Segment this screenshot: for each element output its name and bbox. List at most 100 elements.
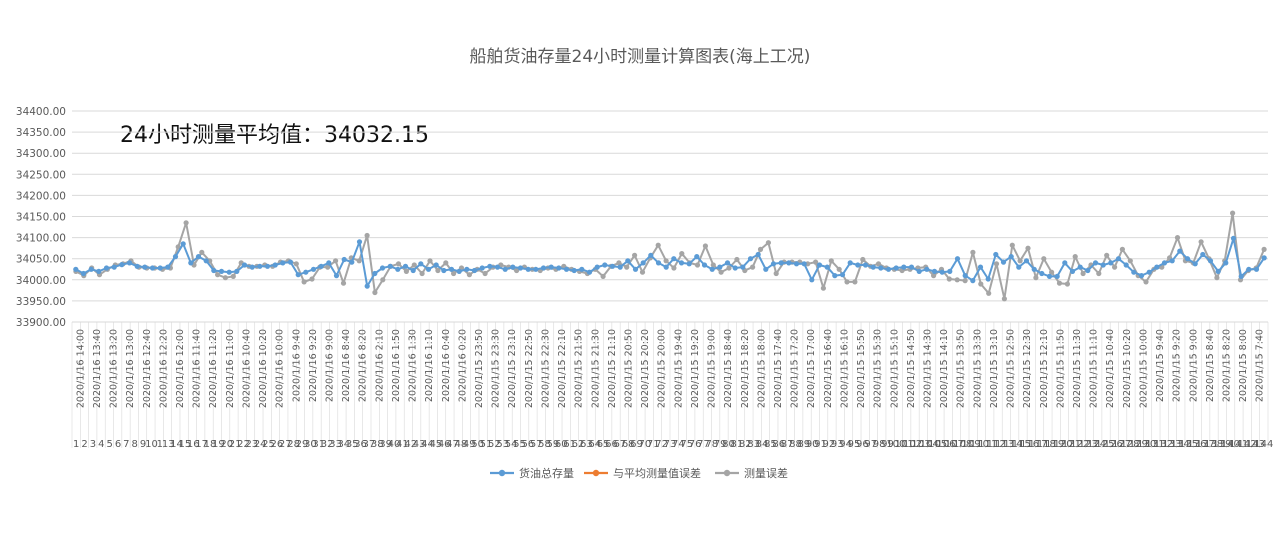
x-index-label: 80 — [722, 439, 735, 450]
data-point — [1223, 260, 1229, 266]
data-point — [679, 251, 685, 257]
data-point — [740, 264, 746, 270]
x-time-label: 2020/1/15 11:50 — [1055, 329, 1066, 408]
data-point — [183, 220, 189, 226]
x-time-label: 2020/1/15 16:40 — [823, 329, 834, 408]
x-index-label: 138 — [1204, 439, 1223, 450]
data-point — [180, 241, 186, 247]
x-index-label: 77 — [697, 439, 710, 450]
data-point — [1169, 258, 1175, 264]
data-point — [364, 232, 370, 239]
x-time-label: 2020/1/15 15:10 — [889, 329, 900, 408]
x-index-label: 110 — [970, 439, 989, 450]
x-index-label: 15 — [179, 439, 192, 450]
data-point — [257, 263, 263, 269]
data-point — [441, 267, 447, 274]
data-point — [1031, 266, 1037, 272]
data-point — [563, 266, 570, 272]
x-index-label: 88 — [789, 439, 802, 450]
x-time-label: 2020/1/15 20:20 — [640, 329, 651, 408]
data-point — [340, 280, 347, 286]
data-point — [199, 249, 205, 255]
x-index-label: 135 — [1179, 439, 1198, 450]
data-point — [226, 269, 232, 275]
data-point — [1056, 280, 1063, 286]
x-index-label: 105 — [928, 439, 947, 450]
data-point — [272, 262, 278, 268]
data-point — [188, 260, 194, 266]
x-index-label: 53 — [496, 439, 509, 450]
x-index-label: 58 — [538, 439, 551, 450]
x-time-label: 2020/1/16 11:40 — [192, 329, 203, 408]
data-point — [341, 256, 347, 263]
chart-title: 船舶货油存量24小时测量计算图表(海上工况) — [470, 47, 811, 67]
x-index-label: 16 — [187, 439, 200, 450]
x-index-label: 84 — [756, 439, 769, 450]
x-index-label: 130 — [1137, 439, 1156, 450]
legend-item[interactable]: 测量误差 — [715, 466, 788, 480]
data-point — [970, 249, 976, 255]
x-axis-index-labels: 1 2 3 4 5 6 7 8 91011314151617181920212223242526… — [73, 439, 1273, 450]
legend[interactable]: 货油总存量 与平均测量值误差 测量误差 — [490, 466, 788, 480]
data-point — [1261, 246, 1267, 252]
data-point — [427, 258, 433, 264]
data-point — [773, 270, 779, 277]
x-index-label: 115 — [1012, 439, 1031, 450]
x-index-label: 103 — [911, 439, 930, 450]
data-point — [1184, 256, 1191, 262]
x-index-label: 94 — [839, 439, 852, 450]
data-point — [809, 277, 815, 283]
x-index-label: 54 — [505, 439, 518, 450]
x-index-label: 17 — [195, 439, 208, 450]
data-point — [1174, 235, 1181, 241]
data-point — [1253, 266, 1260, 272]
data-point — [241, 262, 248, 268]
data-point — [1108, 260, 1114, 266]
data-point — [663, 258, 669, 264]
x-index-label: 10 — [145, 439, 158, 450]
data-point — [625, 258, 631, 264]
x-index-label: 122 — [1070, 439, 1089, 450]
data-point — [1119, 246, 1125, 252]
data-point — [111, 264, 117, 270]
data-point — [372, 289, 378, 296]
data-point — [1131, 269, 1137, 275]
data-point — [609, 263, 616, 269]
data-point — [303, 269, 309, 275]
x-index-label: 143 — [1246, 439, 1265, 450]
x-index-label: 85 — [764, 439, 777, 450]
data-point — [694, 254, 700, 260]
x-index-label: 98 — [873, 439, 886, 450]
x-time-label: 2020/1/16 10:40 — [241, 329, 252, 408]
x-time-label: 2020/1/15 12:10 — [1039, 329, 1050, 408]
x-index-label: 91 — [814, 439, 827, 450]
x-index-label: 82 — [739, 439, 752, 450]
legend-item[interactable]: 货油总存量 — [490, 466, 574, 480]
x-time-label: 2020/1/15 20:00 — [657, 329, 668, 408]
x-index-label: 22 — [237, 439, 250, 450]
data-point — [517, 265, 524, 271]
legend-item[interactable]: 与平均测量值误差 — [584, 466, 701, 480]
x-index-label: 101 — [895, 439, 914, 450]
data-point — [820, 285, 827, 291]
data-point — [985, 276, 991, 282]
data-point — [836, 266, 842, 272]
data-point — [970, 278, 976, 284]
data-point — [1177, 248, 1183, 254]
x-index-label: 120 — [1054, 439, 1073, 450]
x-index-label: 52 — [488, 439, 501, 450]
data-point — [73, 266, 79, 272]
data-point — [862, 262, 869, 268]
x-time-label: 2020/1/16 0:40 — [441, 329, 452, 402]
data-point — [443, 260, 449, 266]
data-point — [816, 262, 823, 268]
data-point — [372, 270, 378, 277]
data-point — [852, 279, 858, 285]
data-point — [954, 277, 960, 283]
data-point — [602, 262, 608, 268]
data-point — [813, 259, 819, 265]
data-point — [1046, 273, 1053, 279]
x-index-label: 106 — [936, 439, 955, 450]
data-point — [847, 260, 853, 266]
